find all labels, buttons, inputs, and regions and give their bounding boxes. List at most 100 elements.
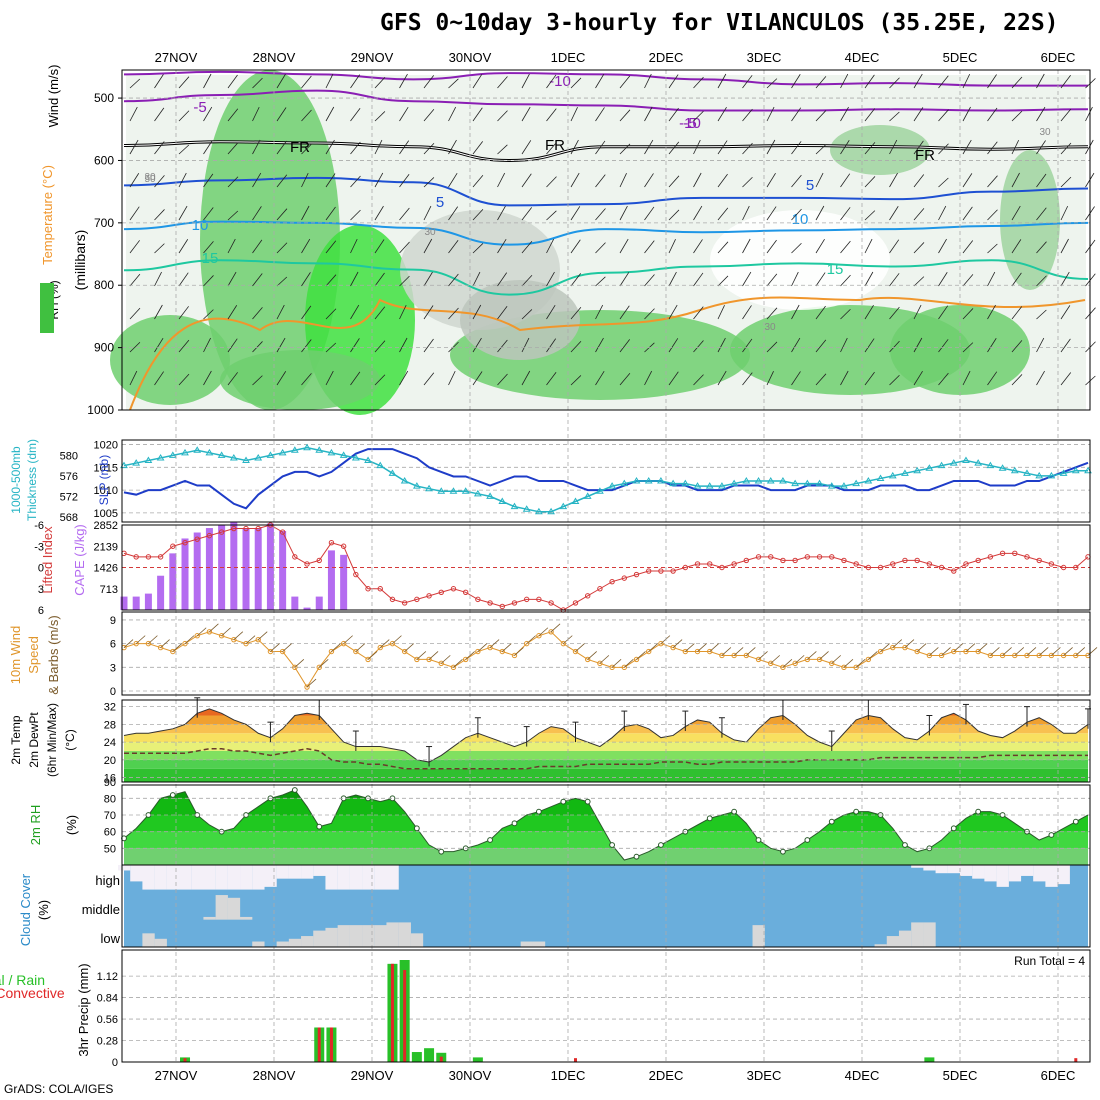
- li-point: [365, 586, 371, 592]
- wind-barb: [938, 272, 948, 287]
- cape-bar: [230, 522, 238, 610]
- wind-barb: [546, 338, 557, 353]
- temp-band: [124, 742, 1088, 751]
- wind-barb: [570, 172, 580, 188]
- wind-barb: [570, 375, 582, 386]
- wind-barb: [595, 370, 605, 386]
- wind-barb: [791, 107, 802, 122]
- li-point: [902, 557, 908, 564]
- wind-barb: [987, 271, 996, 287]
- wind-barb: [1036, 275, 1047, 287]
- wind-barb: [172, 643, 183, 652]
- wind-barb: [717, 207, 729, 221]
- date-label-bottom: 1DEC: [551, 1068, 586, 1083]
- wind-point: [914, 648, 920, 655]
- wind-barb: [453, 659, 463, 668]
- wind-barb: [252, 341, 263, 353]
- wind-barb: [619, 238, 629, 254]
- cloud-cell-high: [1033, 865, 1046, 882]
- rh-point: [633, 853, 640, 860]
- rh-point: [316, 823, 323, 830]
- rh-point: [487, 837, 493, 843]
- wind-barb: [472, 337, 482, 353]
- cloud-cell-high: [923, 865, 936, 871]
- rh-point: [706, 815, 713, 822]
- convective-bar: [183, 1058, 187, 1062]
- li-point: [401, 600, 408, 606]
- wind-barb: [350, 271, 359, 287]
- temp-panel-frame: [121, 699, 1091, 783]
- li-point: [523, 596, 530, 603]
- wind-barb: [1011, 172, 1020, 188]
- wind-barb: [343, 635, 353, 644]
- rain-bar: [924, 1057, 935, 1062]
- thickness-point: [718, 482, 726, 489]
- wind-barb: [1060, 305, 1071, 320]
- wind-barb: [227, 238, 236, 254]
- wind-barb: [668, 107, 679, 122]
- wind-barb: [379, 639, 390, 648]
- wind-barb: [1011, 306, 1023, 320]
- li-point: [414, 596, 420, 603]
- ylabel-slp: SLP (mb): [97, 455, 111, 505]
- wind-barb: [129, 273, 141, 287]
- wind-barb: [227, 372, 238, 386]
- wind-barb: [913, 140, 924, 155]
- wind-barb: [1002, 647, 1012, 656]
- temp-contour-line: [123, 220, 1089, 246]
- li-point: [279, 529, 286, 535]
- wind-barb: [546, 304, 556, 320]
- wind-barb: [644, 139, 654, 155]
- thickness-point: [412, 482, 421, 489]
- li-point: [914, 557, 920, 564]
- wind-barb: [889, 206, 899, 221]
- wind-barb: [953, 643, 964, 652]
- rh-tick-label: 50: [104, 843, 116, 855]
- wind-point: [938, 652, 945, 659]
- thickness-point: [132, 459, 141, 466]
- wind-barb: [276, 337, 286, 353]
- li-point: [450, 586, 457, 592]
- thickness-point: [193, 446, 202, 453]
- thickness-point: [205, 448, 214, 456]
- thickness-point: [156, 453, 165, 461]
- thickness-point: [290, 446, 299, 453]
- li-point: [475, 596, 481, 603]
- pressure-tick-label: 600: [94, 153, 114, 167]
- cloud-cell-low: [886, 936, 900, 947]
- wind-barb: [742, 238, 751, 254]
- contour-label: -10: [549, 73, 571, 90]
- cape-bar: [144, 593, 152, 610]
- wind-barb: [178, 76, 190, 89]
- precip-tick-label: 0: [112, 1057, 118, 1069]
- wind-point: [926, 652, 933, 659]
- cloud-cell-low: [288, 938, 302, 947]
- rh-point: [804, 837, 811, 843]
- cloud-cell-high: [1020, 865, 1034, 876]
- wind-point: [682, 648, 689, 655]
- thickness-point: [779, 477, 787, 484]
- wind-barb: [301, 305, 312, 320]
- wind-barb: [913, 73, 923, 89]
- wind-barb: [929, 647, 939, 656]
- wind-barb: [472, 74, 483, 89]
- wind-barb: [864, 74, 875, 89]
- wind-barb: [301, 172, 309, 188]
- temp-band: [124, 759, 1088, 769]
- wind-barb: [538, 627, 549, 637]
- wind-barb: [423, 305, 434, 320]
- wind-barb: [570, 107, 578, 122]
- cloud-cell-low: [313, 930, 326, 947]
- wind-point: [829, 660, 835, 667]
- wind-point: [194, 633, 200, 639]
- rh-point: [853, 808, 860, 815]
- wind-barb: [448, 370, 456, 386]
- cape-bar: [340, 554, 348, 610]
- wind-barb: [1060, 338, 1071, 353]
- wind-barb: [840, 370, 849, 386]
- wind-barb: [619, 305, 630, 320]
- thickness-point: [510, 502, 519, 510]
- wind-point: [768, 660, 774, 667]
- wind-barb: [374, 205, 384, 221]
- wind-barb: [1036, 140, 1046, 155]
